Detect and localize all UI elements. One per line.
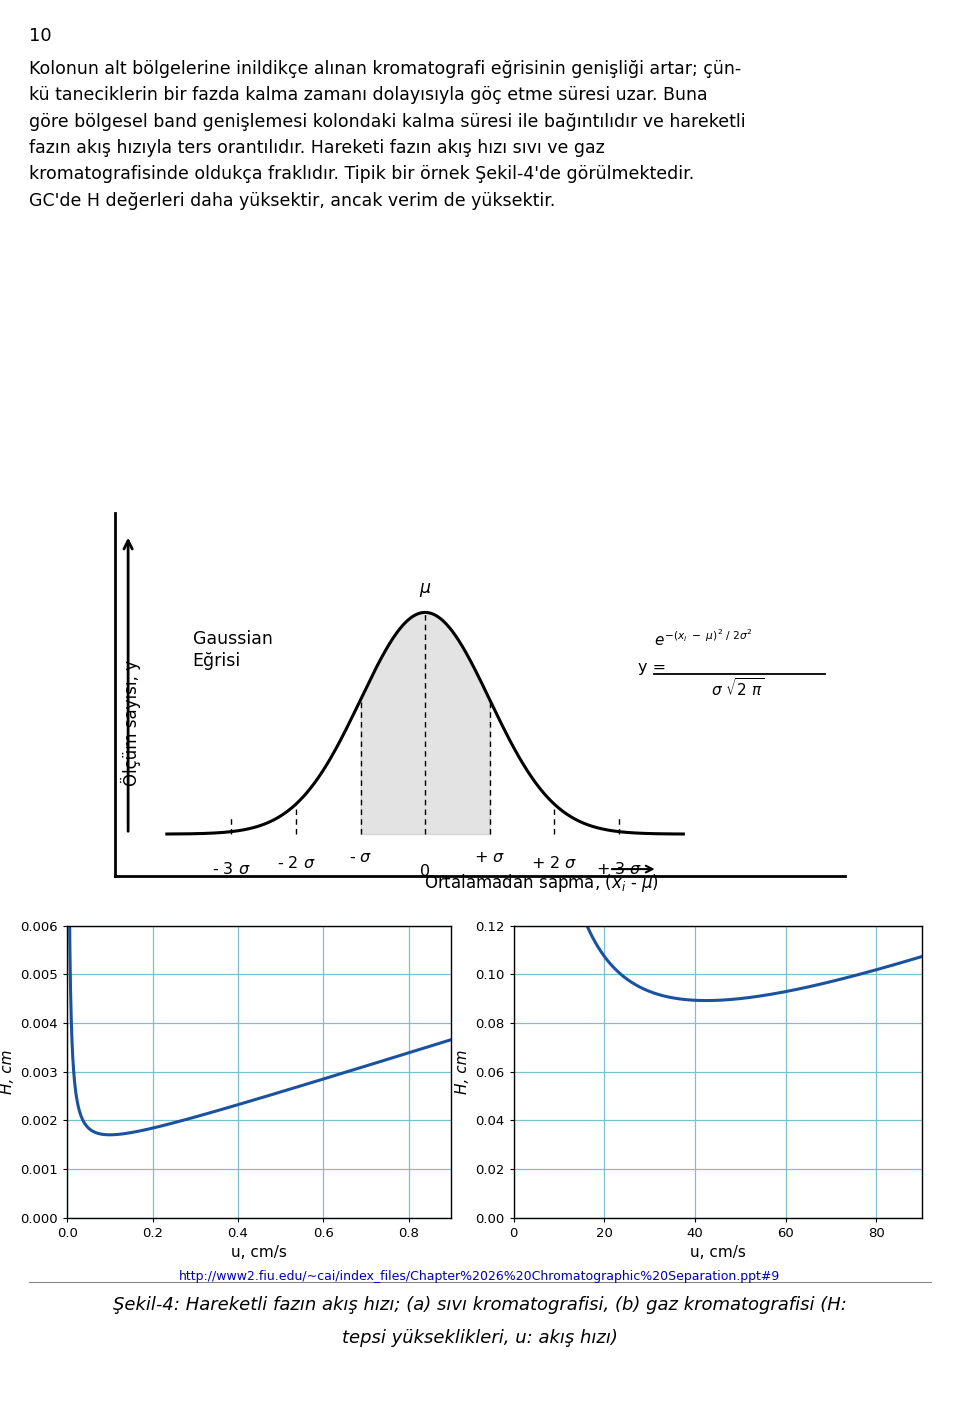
- Text: 10: 10: [29, 27, 52, 46]
- Text: + 2 $\sigma$: + 2 $\sigma$: [531, 856, 577, 871]
- Text: $\sigma\ \sqrt{2\ \pi}$: $\sigma\ \sqrt{2\ \pi}$: [711, 678, 765, 699]
- Text: - 2 $\sigma$: - 2 $\sigma$: [276, 856, 315, 871]
- Text: Gaussian
Eğrisi: Gaussian Eğrisi: [193, 631, 273, 671]
- Text: Şekil-4: Hareketli fazın akış hızı; (a) sıvı kromatografisi, (b) gaz kromatograf: Şekil-4: Hareketli fazın akış hızı; (a) …: [113, 1296, 847, 1314]
- Text: $\mu$: $\mu$: [419, 581, 431, 600]
- Text: 0: 0: [420, 864, 430, 879]
- Y-axis label: H, cm: H, cm: [454, 1049, 469, 1094]
- Text: $e^{-(x_i\ -\ \mu)^2\ /\ 2\sigma^2}$: $e^{-(x_i\ -\ \mu)^2\ /\ 2\sigma^2}$: [655, 629, 753, 649]
- Text: Kolonun alt bölgelerine inildikçe alınan kromatografi eğrisinin genişliği artar;: Kolonun alt bölgelerine inildikçe alınan…: [29, 60, 745, 209]
- Text: tepsi yükseklikleri, u: akış hızı): tepsi yükseklikleri, u: akış hızı): [342, 1329, 618, 1347]
- Text: y =: y =: [638, 661, 666, 675]
- Text: http://www2.fiu.edu/~cai/index_files/Chapter%2026%20Chromatographic%20Separation: http://www2.fiu.edu/~cai/index_files/Cha…: [180, 1270, 780, 1283]
- Text: Ölçüm sayısı, y: Ölçüm sayısı, y: [121, 661, 141, 786]
- Y-axis label: H, cm: H, cm: [0, 1049, 14, 1094]
- Text: Ortalamadan sapma, ($x_i$ - $\mu$): Ortalamadan sapma, ($x_i$ - $\mu$): [423, 871, 659, 894]
- Text: - $\sigma$: - $\sigma$: [348, 850, 372, 864]
- X-axis label: u, cm/s: u, cm/s: [231, 1245, 287, 1260]
- Text: + $\sigma$: + $\sigma$: [474, 850, 505, 864]
- Text: + 3 $\sigma$: + 3 $\sigma$: [595, 860, 642, 877]
- Text: - 3 $\sigma$: - 3 $\sigma$: [212, 860, 251, 877]
- X-axis label: u, cm/s: u, cm/s: [689, 1245, 746, 1260]
